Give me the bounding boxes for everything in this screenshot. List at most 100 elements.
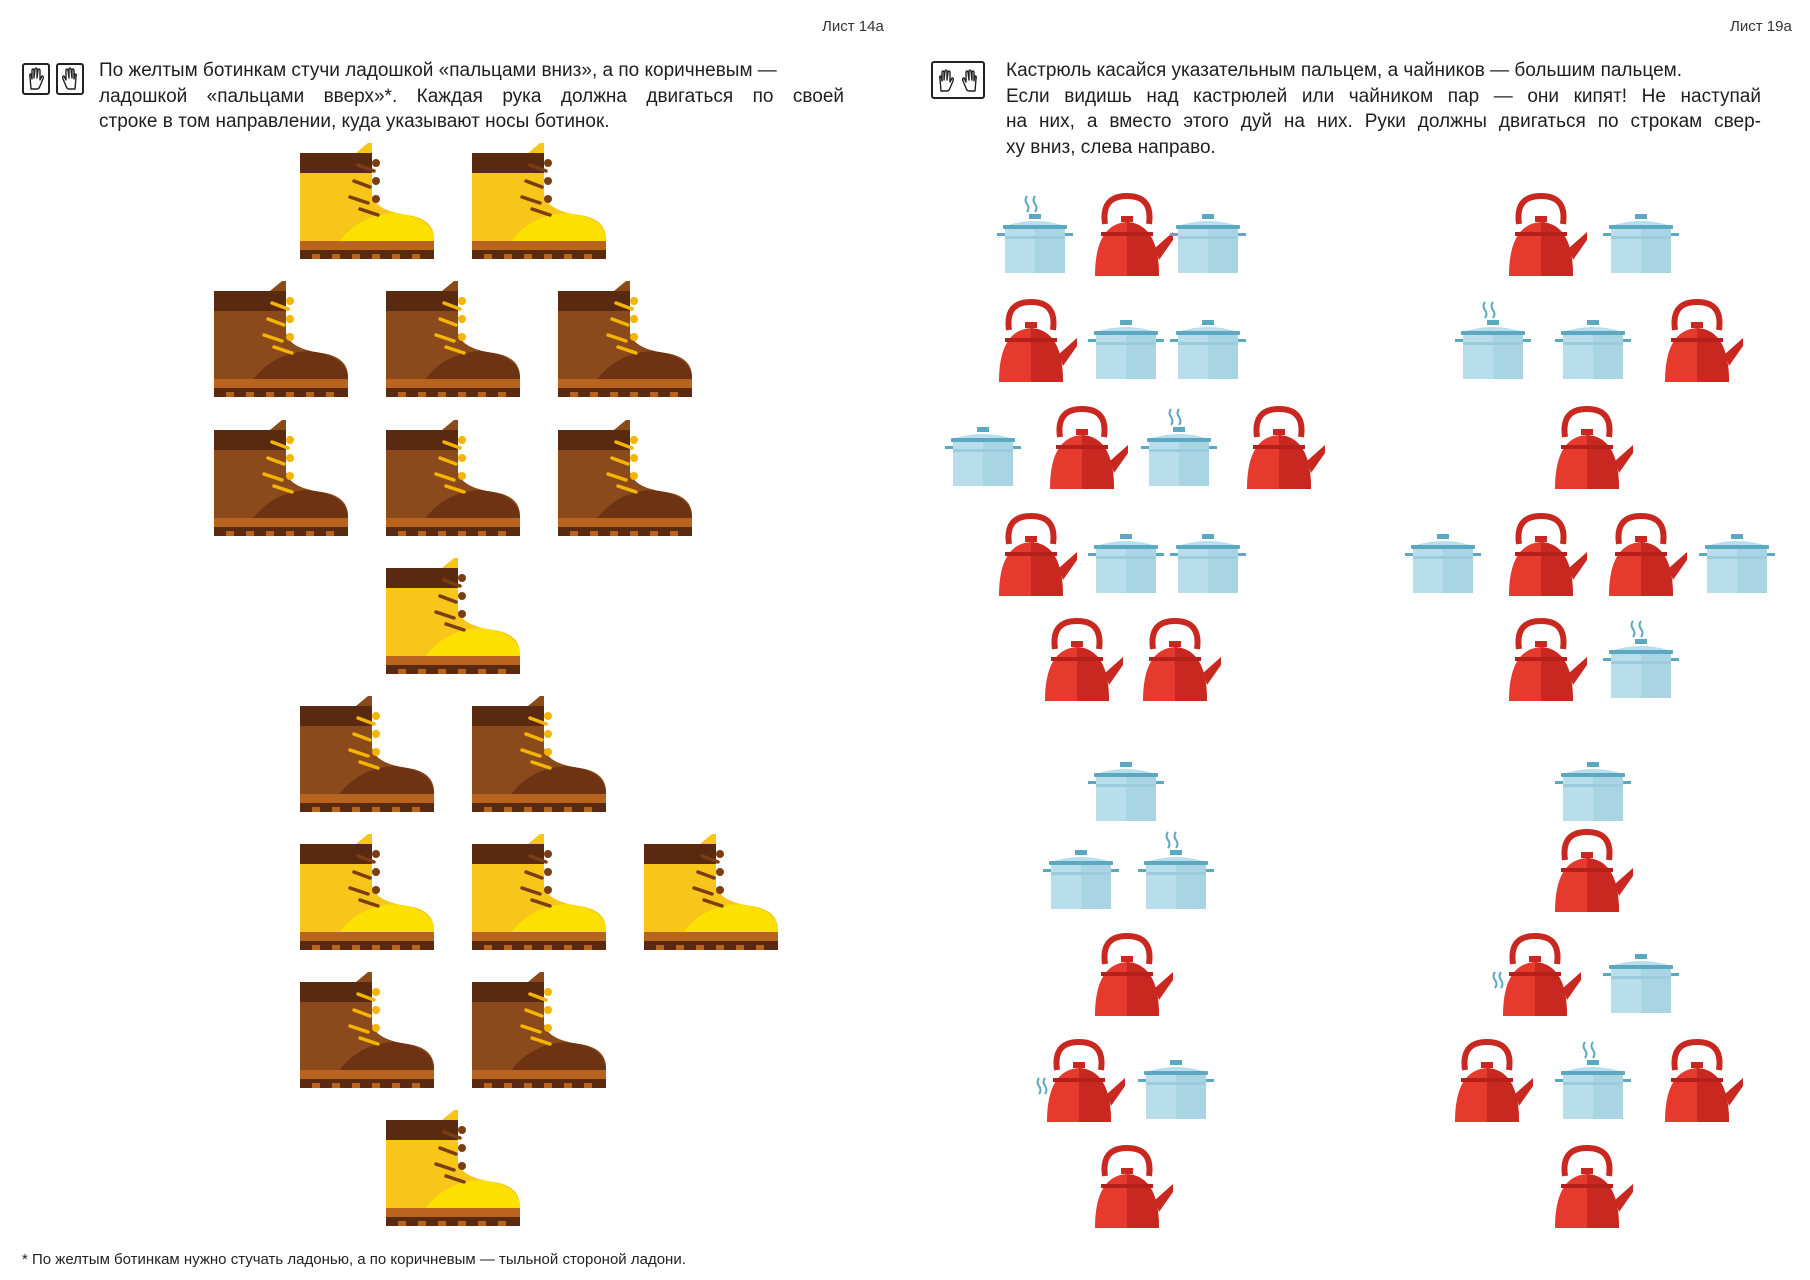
kettle[interactable] (1083, 1142, 1175, 1234)
kettle-boiling-graphic (1492, 932, 1581, 1016)
yellow-boot[interactable] (384, 1110, 522, 1228)
kettle[interactable] (1083, 930, 1175, 1022)
pot-boiling[interactable] (1455, 301, 1531, 384)
yellow-boot[interactable] (470, 834, 608, 952)
brown-boot[interactable] (298, 972, 436, 1090)
pot[interactable] (1603, 196, 1679, 278)
kettle[interactable] (1038, 403, 1130, 495)
brown-boot-graphic (386, 420, 520, 536)
kettle-graphic (1095, 192, 1173, 276)
yellow-boot[interactable] (298, 143, 436, 261)
pot-graphic (1555, 762, 1631, 821)
kettle[interactable] (1543, 1142, 1635, 1234)
instruction-line: По желтым ботинкам стучи ладошкой «пальц… (99, 60, 777, 81)
kettle-graphic (1509, 512, 1587, 596)
brown-boot-graphic (472, 696, 606, 812)
pot[interactable] (1170, 196, 1246, 278)
pot[interactable] (1043, 832, 1119, 914)
kettle-graphic (1455, 1038, 1533, 1122)
pot[interactable] (1405, 516, 1481, 598)
instruction-line: ху вниз, слева направо. (1006, 136, 1216, 158)
pot[interactable] (1555, 744, 1631, 826)
kettle[interactable] (1235, 403, 1327, 495)
kettle[interactable] (1543, 403, 1635, 495)
brown-boot-graphic (386, 281, 520, 397)
kettle-boiling[interactable] (1035, 1036, 1127, 1128)
pot[interactable] (1088, 744, 1164, 826)
kettle[interactable] (1653, 296, 1745, 388)
pot-boiling[interactable] (1603, 620, 1679, 703)
kettle-graphic (1555, 405, 1633, 489)
kettle-graphic (1609, 512, 1687, 596)
kettle[interactable] (1543, 826, 1635, 918)
pot-graphic (1088, 534, 1164, 593)
sheet-label: Лист 14а (822, 18, 884, 35)
pot-graphic (1603, 214, 1679, 273)
pot-boiling[interactable] (1141, 408, 1217, 491)
kettle[interactable] (987, 296, 1079, 388)
pot-boiling[interactable] (1138, 831, 1214, 914)
kettle-graphic (1555, 1144, 1633, 1228)
pot[interactable] (945, 409, 1021, 491)
hand-palm-down-icon (22, 63, 50, 95)
pot-graphic (1043, 850, 1119, 909)
instruction-text: Кастрюль касайся указательным пальцем, а… (1006, 58, 1761, 160)
pot-boiling[interactable] (1555, 1041, 1631, 1124)
yellow-boot[interactable] (384, 558, 522, 676)
brown-boot[interactable] (212, 420, 350, 538)
pot[interactable] (1555, 302, 1631, 384)
instruction-text: По желтым ботинкам стучи ладошкой «пальц… (99, 58, 844, 135)
brown-boot[interactable] (212, 281, 350, 399)
kettle[interactable] (1497, 510, 1589, 602)
instruction-line: Кастрюль касайся указательным пальцем, а… (1006, 60, 1682, 81)
pot-boiling-graphic (1455, 301, 1531, 379)
kettle-boiling[interactable] (1491, 930, 1583, 1022)
pot-graphic (1088, 762, 1164, 821)
kettle[interactable] (987, 510, 1079, 602)
left-page: Лист 14а По желтым ботинкам стучи ладошк… (22, 18, 884, 1268)
kettle[interactable] (1497, 190, 1589, 282)
pot-boiling[interactable] (997, 195, 1073, 278)
brown-boot[interactable] (298, 696, 436, 814)
kettle-graphic (1247, 405, 1325, 489)
pot-graphic (1405, 534, 1481, 593)
yellow-boot-graphic (386, 1110, 520, 1226)
yellow-boot[interactable] (470, 143, 608, 261)
pot[interactable] (1170, 516, 1246, 598)
hands-both-icon (931, 61, 985, 99)
pot-graphic (1699, 534, 1775, 593)
pot[interactable] (1138, 1042, 1214, 1124)
yellow-boot[interactable] (298, 834, 436, 952)
brown-boot[interactable] (384, 281, 522, 399)
kettle[interactable] (1033, 615, 1125, 707)
pot[interactable] (1170, 302, 1246, 384)
brown-boot[interactable] (556, 281, 694, 399)
brown-boot-graphic (214, 281, 348, 397)
kettle[interactable] (1131, 615, 1223, 707)
kettle-graphic (1143, 617, 1221, 701)
yellow-boot[interactable] (642, 834, 780, 952)
kettle[interactable] (1443, 1036, 1535, 1128)
yellow-boot-graphic (300, 143, 434, 259)
pot[interactable] (1088, 516, 1164, 598)
kettle[interactable] (1083, 190, 1175, 282)
sheet-label: Лист 19а (1730, 18, 1792, 35)
pot[interactable] (1603, 936, 1679, 1018)
brown-boot[interactable] (470, 972, 608, 1090)
pot-graphic (1170, 320, 1246, 379)
pot-graphic (1603, 954, 1679, 1013)
yellow-boot-graphic (300, 834, 434, 950)
kettle[interactable] (1597, 510, 1689, 602)
kettle-graphic (1095, 1144, 1173, 1228)
kettle[interactable] (1653, 1036, 1745, 1128)
pot[interactable] (1088, 302, 1164, 384)
kettle[interactable] (1497, 615, 1589, 707)
pot-graphic (1088, 320, 1164, 379)
brown-boot[interactable] (384, 420, 522, 538)
instruction-line: на них, а вместо этого дуй на них. Руки … (1006, 111, 1761, 132)
pot[interactable] (1699, 516, 1775, 598)
brown-boot[interactable] (556, 420, 694, 538)
kettle-graphic (1555, 828, 1633, 912)
brown-boot[interactable] (470, 696, 608, 814)
pot-graphic (1555, 320, 1631, 379)
